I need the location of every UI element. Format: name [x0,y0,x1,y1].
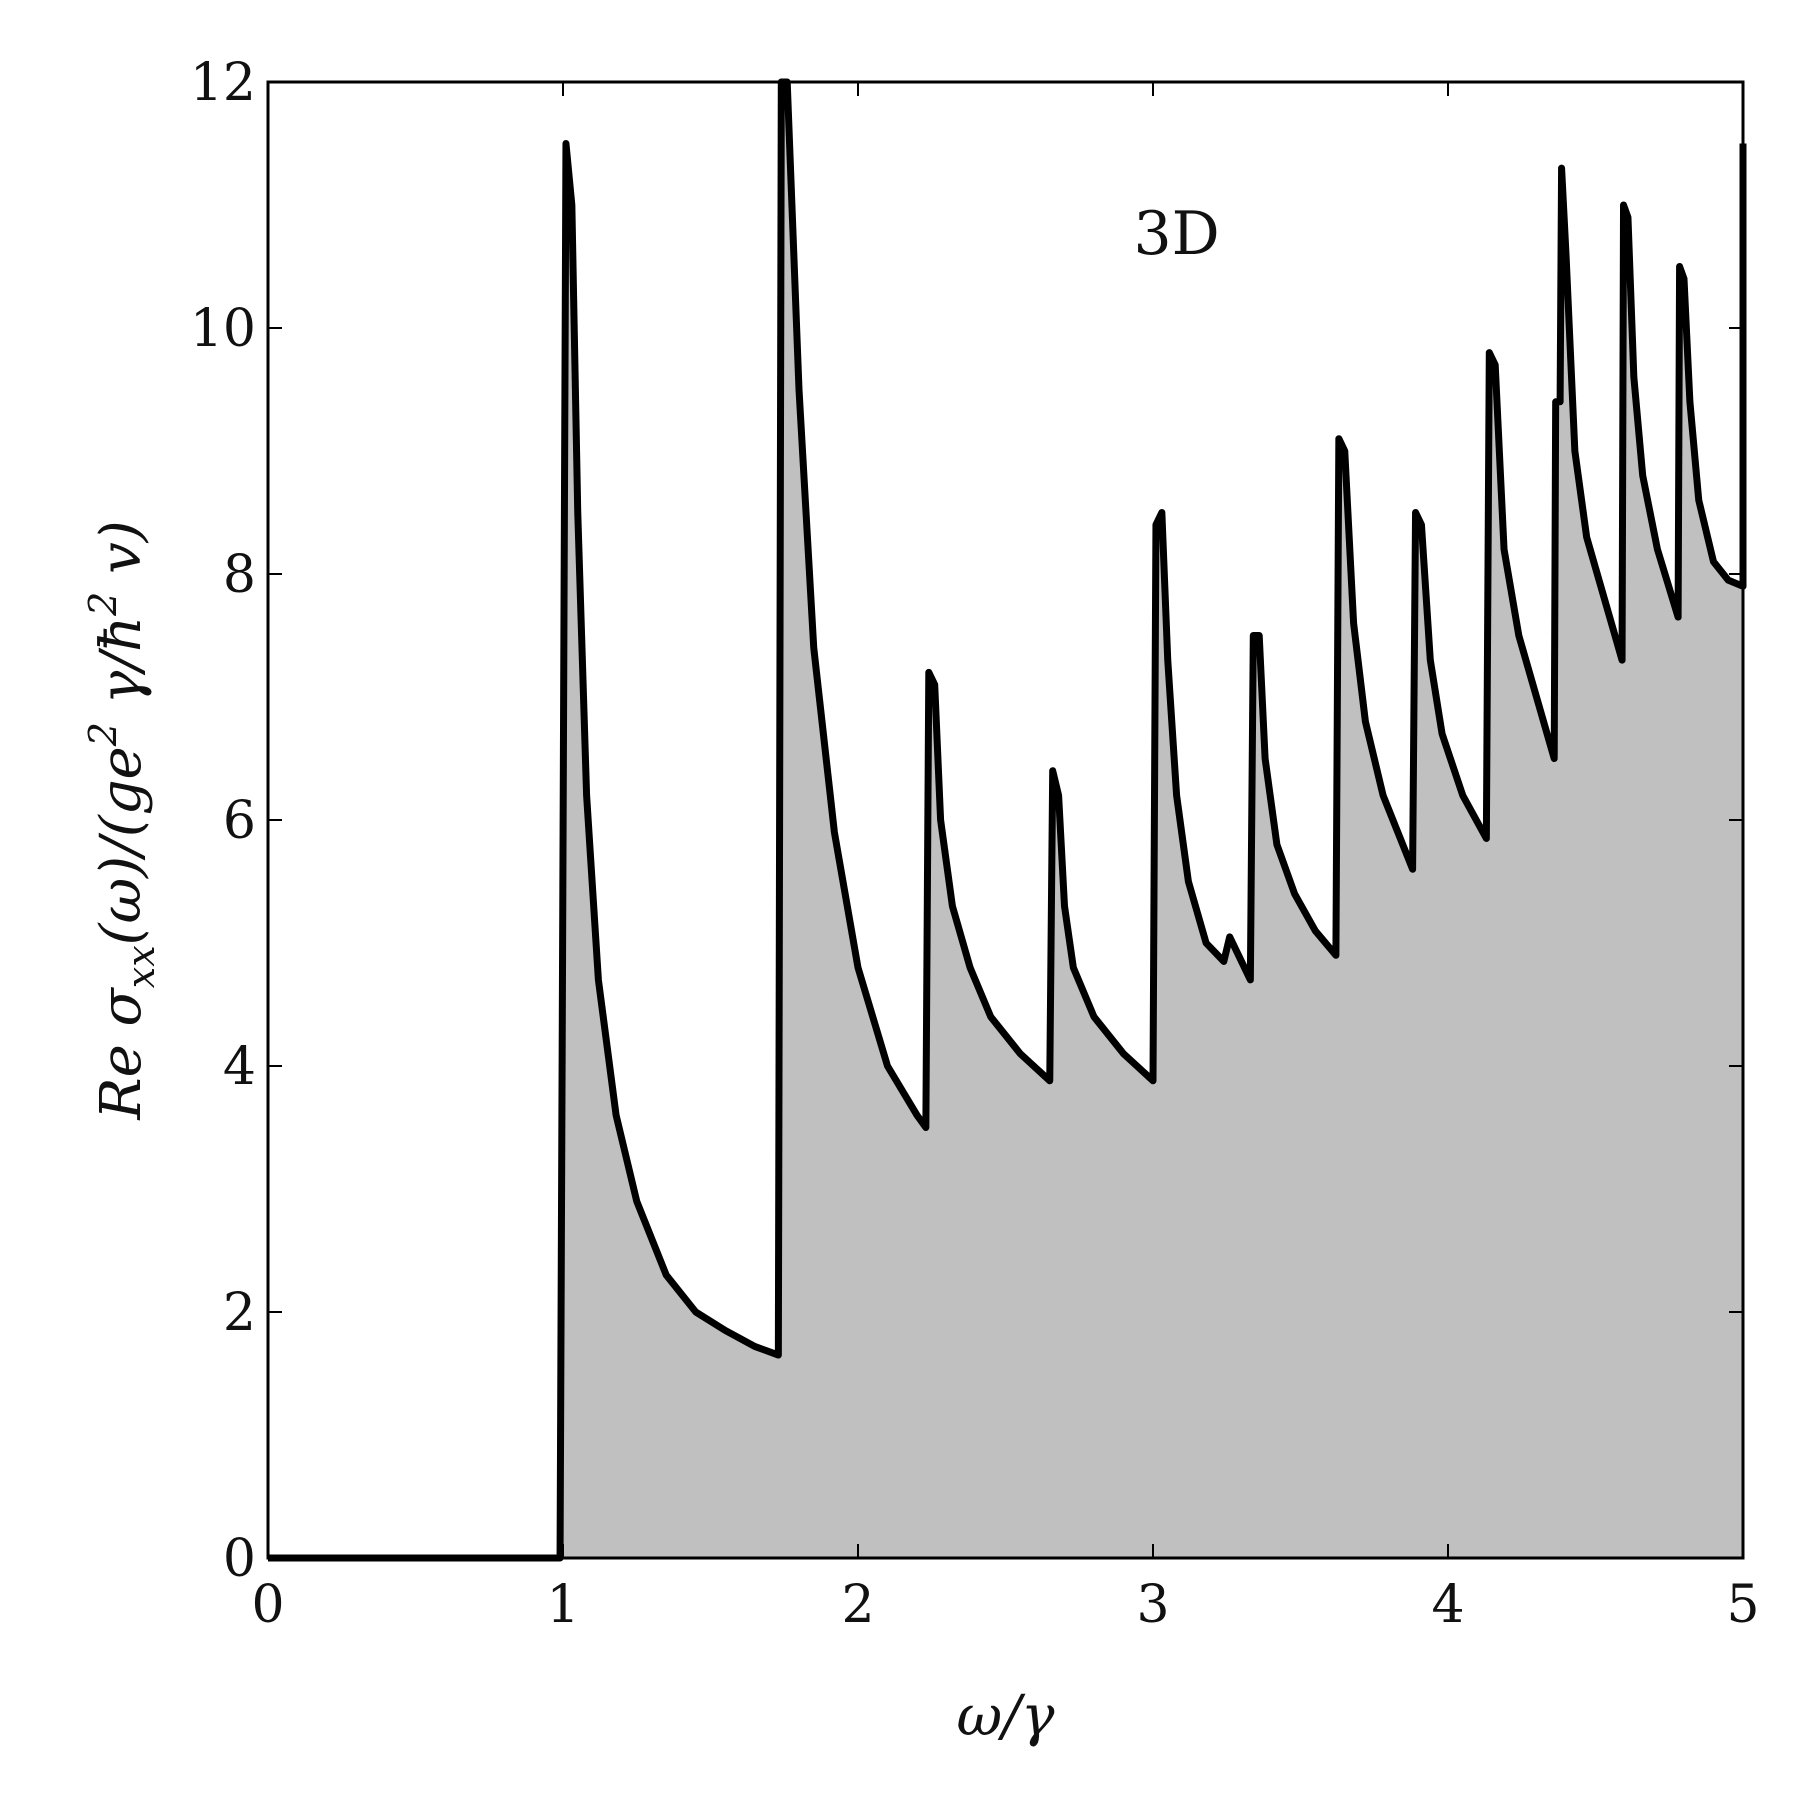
y-tick-label: 8 [223,545,256,605]
x-tick-label: 4 [1431,1575,1464,1635]
x-tick-label: 1 [546,1575,579,1635]
data-series-curve [268,78,1747,1562]
y-tick-label: 6 [223,791,256,851]
filled-area [563,82,1743,1558]
y-axis-label-mid: (ω)/(ge [89,746,154,945]
y-axis-label-sub: xx [119,945,163,988]
y-tick-label: 0 [223,1529,256,1589]
y-tick-label: 2 [223,1283,256,1343]
y-axis-label-prefix: Re σ [89,986,154,1120]
x-tick-label: 5 [1726,1575,1759,1635]
plot-frame [266,80,1745,1560]
y-axis-label-mid2: γ/ħ [89,616,154,722]
dimension-annotation: 3D [1133,199,1219,269]
y-axis-label: Re σxx(ω)/(ge2 γ/ħ2 v) [81,520,163,1120]
x-tick-labels: 0 1 2 3 4 5 [251,1575,1759,1635]
x-axis-label: ω/γ [957,1684,1056,1749]
x-tick-label: 2 [841,1575,874,1635]
y-axis-label-sup1: 2 [81,722,125,747]
x-tick-label: 3 [1136,1575,1169,1635]
y-axis-label-sup2: 2 [81,592,125,617]
y-tick-label: 10 [190,299,256,359]
series-line [268,78,1747,1562]
y-tick-labels: 0 2 4 6 8 10 12 [190,53,256,1589]
y-axis-label-suffix: v) [89,520,154,591]
y-tick-label: 12 [190,53,256,113]
y-tick-label: 4 [223,1037,256,1097]
area-fill [563,82,1743,1558]
x-tick-label: 0 [251,1575,284,1635]
